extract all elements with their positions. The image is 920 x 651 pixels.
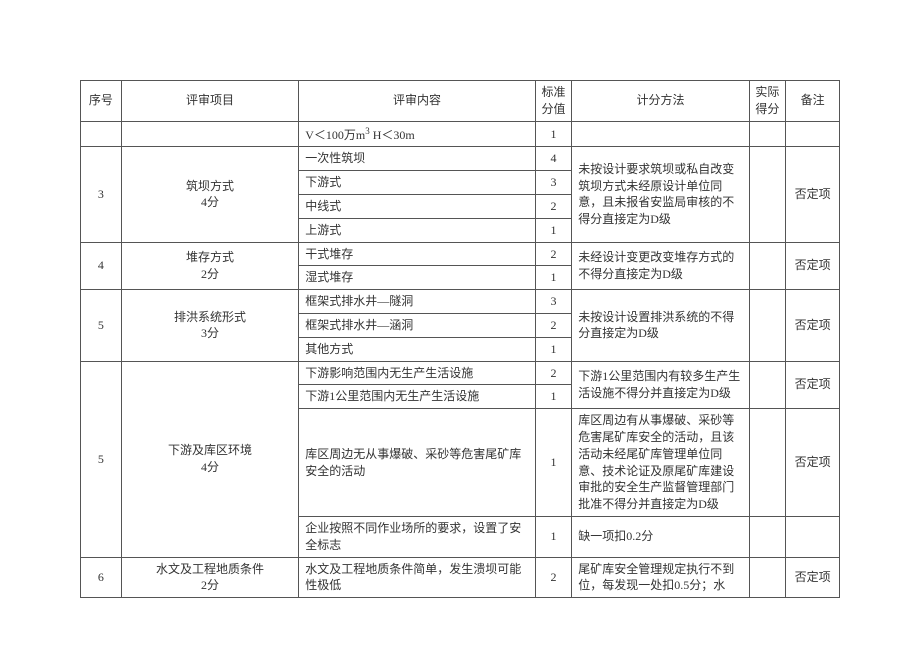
cell-content: 中线式 xyxy=(299,194,536,218)
cell-remark: 否定项 xyxy=(786,361,840,409)
cell-std: 3 xyxy=(535,290,572,314)
cell-remark: 否定项 xyxy=(786,557,840,598)
table-row: V＜100万m3 H＜30m1 xyxy=(81,121,840,147)
cell-remark xyxy=(786,121,840,147)
cell-std: 4 xyxy=(535,147,572,171)
cell-remark: 否定项 xyxy=(786,290,840,361)
cell-method: 未经设计变更改变堆存方式的不得分直接定为D级 xyxy=(572,242,749,290)
cell-std: 1 xyxy=(535,385,572,409)
header-item: 评审项目 xyxy=(121,81,298,122)
cell-actual xyxy=(749,361,786,409)
cell-std: 3 xyxy=(535,171,572,195)
header-method: 计分方法 xyxy=(572,81,749,122)
cell-std: 1 xyxy=(535,266,572,290)
cell-seq: 5 xyxy=(81,361,122,557)
cell-seq xyxy=(81,121,122,147)
cell-remark: 否定项 xyxy=(786,147,840,242)
header-remark: 备注 xyxy=(786,81,840,122)
cell-method: 未按设计设置排洪系统的不得分直接定为D级 xyxy=(572,290,749,361)
table-row: 5下游及库区环境4分下游影响范围内无生产生活设施2下游1公里范围内有较多生产生活… xyxy=(81,361,840,385)
cell-item xyxy=(121,121,298,147)
review-table: 序号 评审项目 评审内容 标准分值 计分方法 实际得分 备注 V＜100万m3 … xyxy=(80,80,840,598)
cell-method: 未按设计要求筑坝或私自改变筑坝方式未经原设计单位同意，且未报省安监局审核的不得分… xyxy=(572,147,749,242)
table-body: V＜100万m3 H＜30m13筑坝方式4分一次性筑坝4未按设计要求筑坝或私自改… xyxy=(81,121,840,598)
cell-method: 缺一项扣0.2分 xyxy=(572,516,749,557)
cell-std: 1 xyxy=(535,121,572,147)
header-content: 评审内容 xyxy=(299,81,536,122)
cell-seq: 3 xyxy=(81,147,122,242)
header-seq: 序号 xyxy=(81,81,122,122)
cell-content: 水文及工程地质条件简单，发生溃坝可能性极低 xyxy=(299,557,536,598)
table-row: 5排洪系统形式3分框架式排水井—隧洞3未按设计设置排洪系统的不得分直接定为D级否… xyxy=(81,290,840,314)
cell-item: 堆存方式2分 xyxy=(121,242,298,290)
cell-actual xyxy=(749,290,786,361)
cell-std: 2 xyxy=(535,242,572,266)
table-header: 序号 评审项目 评审内容 标准分值 计分方法 实际得分 备注 xyxy=(81,81,840,122)
cell-content: 下游式 xyxy=(299,171,536,195)
cell-std: 2 xyxy=(535,313,572,337)
cell-content: 一次性筑坝 xyxy=(299,147,536,171)
cell-seq: 6 xyxy=(81,557,122,598)
cell-item: 下游及库区环境4分 xyxy=(121,361,298,557)
cell-std: 1 xyxy=(535,409,572,517)
cell-std: 2 xyxy=(535,194,572,218)
cell-actual xyxy=(749,147,786,242)
cell-actual xyxy=(749,242,786,290)
cell-content: 上游式 xyxy=(299,218,536,242)
header-actual: 实际得分 xyxy=(749,81,786,122)
cell-content: 框架式排水井—涵洞 xyxy=(299,313,536,337)
cell-content: 湿式堆存 xyxy=(299,266,536,290)
cell-seq: 5 xyxy=(81,290,122,361)
table-row: 6水文及工程地质条件2分水文及工程地质条件简单，发生溃坝可能性极低2尾矿库安全管… xyxy=(81,557,840,598)
cell-content: 企业按照不同作业场所的要求，设置了安全标志 xyxy=(299,516,536,557)
cell-content: 框架式排水井—隧洞 xyxy=(299,290,536,314)
cell-content: 库区周边无从事爆破、采砂等危害尾矿库安全的活动 xyxy=(299,409,536,517)
cell-item: 排洪系统形式3分 xyxy=(121,290,298,361)
cell-content: 其他方式 xyxy=(299,337,536,361)
cell-std: 1 xyxy=(535,218,572,242)
cell-std: 1 xyxy=(535,337,572,361)
cell-method: 尾矿库安全管理规定执行不到位，每发现一处扣0.5分；水 xyxy=(572,557,749,598)
cell-method: 库区周边有从事爆破、采砂等危害尾矿库安全的活动，且该活动未经尾矿库管理单位同意、… xyxy=(572,409,749,517)
cell-remark xyxy=(786,516,840,557)
cell-content: 下游1公里范围内无生产生活设施 xyxy=(299,385,536,409)
table-row: 4堆存方式2分干式堆存2未经设计变更改变堆存方式的不得分直接定为D级否定项 xyxy=(81,242,840,266)
cell-seq: 4 xyxy=(81,242,122,290)
cell-content: V＜100万m3 H＜30m xyxy=(299,121,536,147)
table-row: 3筑坝方式4分一次性筑坝4未按设计要求筑坝或私自改变筑坝方式未经原设计单位同意，… xyxy=(81,147,840,171)
cell-remark: 否定项 xyxy=(786,409,840,517)
cell-std: 2 xyxy=(535,361,572,385)
cell-method xyxy=(572,121,749,147)
cell-actual xyxy=(749,557,786,598)
cell-item: 水文及工程地质条件2分 xyxy=(121,557,298,598)
cell-item: 筑坝方式4分 xyxy=(121,147,298,242)
cell-content: 干式堆存 xyxy=(299,242,536,266)
header-std: 标准分值 xyxy=(535,81,572,122)
cell-remark: 否定项 xyxy=(786,242,840,290)
cell-std: 1 xyxy=(535,516,572,557)
cell-actual xyxy=(749,516,786,557)
cell-content: 下游影响范围内无生产生活设施 xyxy=(299,361,536,385)
cell-actual xyxy=(749,121,786,147)
cell-std: 2 xyxy=(535,557,572,598)
cell-method: 下游1公里范围内有较多生产生活设施不得分并直接定为D级 xyxy=(572,361,749,409)
cell-actual xyxy=(749,409,786,517)
